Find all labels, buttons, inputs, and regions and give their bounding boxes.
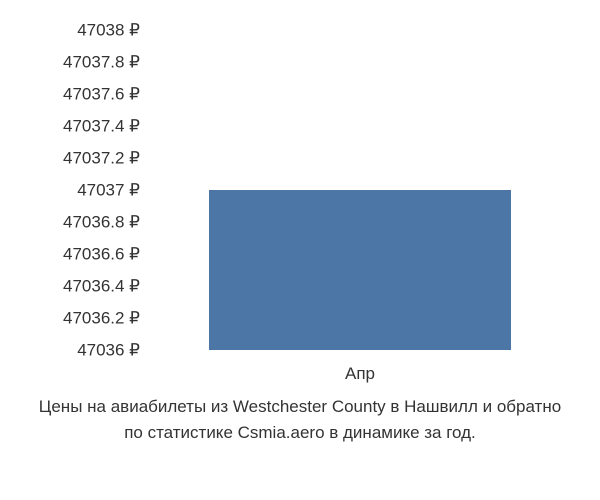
- y-tick-label: 47037.6 ₽: [30, 86, 140, 103]
- caption-line-1: Цены на авиабилеты из Westchester County…: [0, 394, 600, 420]
- chart-caption: Цены на авиабилеты из Westchester County…: [0, 394, 600, 445]
- y-tick-label: 47037.2 ₽: [30, 150, 140, 167]
- y-tick-label: 47036.2 ₽: [30, 310, 140, 327]
- caption-line-2: по статистике Csmia.aero в динамике за г…: [0, 420, 600, 446]
- bar: [209, 190, 511, 350]
- y-tick-label: 47037 ₽: [30, 182, 140, 199]
- x-tick-label: Апр: [345, 364, 375, 384]
- y-tick-label: 47038 ₽: [30, 22, 140, 39]
- price-chart: 47038 ₽47037.8 ₽47037.6 ₽47037.4 ₽47037.…: [30, 30, 570, 350]
- y-tick-label: 47036.6 ₽: [30, 246, 140, 263]
- plot-area: Апр: [150, 30, 570, 350]
- y-axis: 47038 ₽47037.8 ₽47037.6 ₽47037.4 ₽47037.…: [30, 30, 140, 350]
- y-tick-label: 47036 ₽: [30, 342, 140, 359]
- y-tick-label: 47036.8 ₽: [30, 214, 140, 231]
- y-tick-label: 47036.4 ₽: [30, 278, 140, 295]
- y-tick-label: 47037.4 ₽: [30, 118, 140, 135]
- y-tick-label: 47037.8 ₽: [30, 54, 140, 71]
